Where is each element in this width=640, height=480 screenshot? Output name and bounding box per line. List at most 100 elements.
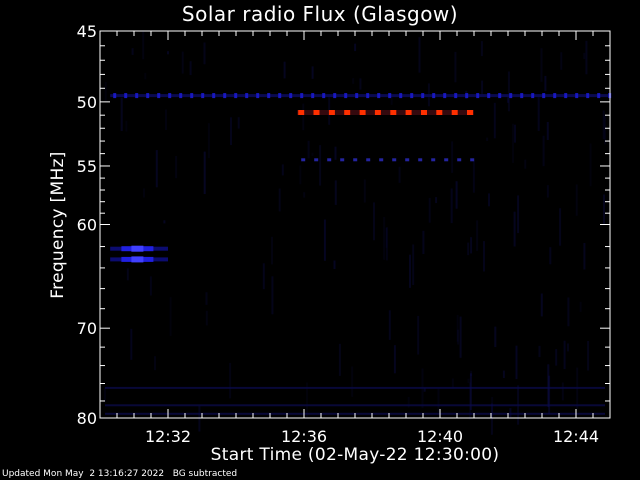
noise-streak: [561, 382, 564, 401]
noise-streak: [407, 397, 410, 408]
noise-streak: [603, 194, 605, 225]
noise-streak: [515, 345, 518, 380]
noise-streak: [549, 247, 552, 265]
noise-streak: [488, 193, 490, 207]
noise-streak: [307, 140, 310, 159]
noise-streak: [319, 145, 322, 186]
y-axis-ticks: 45 50 55 60 70 80: [77, 22, 610, 428]
emission-dot: [405, 110, 412, 115]
emission-dot: [390, 110, 397, 115]
noise-streak: [467, 378, 470, 384]
noise-streak: [167, 51, 169, 55]
noise-streak: [583, 52, 586, 59]
noise-streak: [509, 408, 512, 418]
noise-streak: [560, 52, 563, 70]
noise-streak: [546, 122, 549, 140]
background-line-dot: [575, 93, 579, 99]
background-line-dot: [465, 93, 469, 99]
noise-streak: [451, 378, 454, 389]
x-axis-ticks: 12:32 12:36 12:40 12:44: [116, 31, 599, 446]
noise-streak: [165, 109, 167, 130]
background-line-dot: [267, 93, 271, 99]
noise-streak: [459, 316, 462, 358]
background-line-dot: [586, 93, 590, 99]
noise-streak: [559, 208, 562, 246]
noise-line: [105, 404, 605, 407]
background-line-dot: [333, 93, 337, 99]
noise-streak: [283, 61, 286, 79]
noise-streak: [417, 315, 420, 355]
background-line-dot: [201, 93, 205, 99]
y-tick-label: 55: [77, 157, 97, 176]
x-tick-label: 12:44: [553, 427, 599, 446]
background-line-dot: [278, 93, 282, 99]
noise-streak: [144, 72, 147, 80]
noise-streak: [383, 217, 386, 260]
noise-streak: [352, 78, 355, 84]
weak-band-dot: [470, 158, 475, 162]
background-line-dot: [366, 93, 370, 99]
noise-streak: [181, 51, 184, 74]
noise-streak: [323, 219, 326, 261]
noise-streak: [163, 220, 166, 224]
weak-band-dot: [327, 158, 332, 162]
noise-streak: [390, 93, 393, 105]
noise-streak: [423, 387, 426, 392]
weak-band-dot: [418, 158, 423, 162]
noise-streak: [517, 195, 520, 234]
noise-streak: [354, 43, 357, 52]
background-line-dot: [553, 93, 557, 99]
noise-streak: [455, 181, 458, 209]
weak-band-dot: [379, 158, 384, 162]
noise-streak: [154, 356, 156, 371]
noise-streak: [472, 160, 475, 193]
weak-band-dot: [366, 158, 371, 162]
background-line-dot: [113, 93, 117, 99]
emission-dot: [359, 110, 366, 115]
noise-streak: [575, 184, 578, 216]
noise-streak: [470, 370, 473, 376]
emission-dot: [298, 110, 305, 115]
weak-band-dot: [301, 158, 306, 162]
noise-streak: [388, 310, 391, 340]
emission-dot: [374, 110, 381, 115]
noise-streak: [299, 165, 302, 185]
background-line-dot: [498, 93, 502, 99]
strong-emission-band-halo: [297, 110, 474, 115]
noise-streak: [437, 388, 440, 413]
emission-dot: [421, 110, 427, 115]
noise-streak: [547, 364, 550, 407]
noise-streak: [104, 387, 106, 402]
noise-streak: [237, 117, 240, 129]
x-tick-label: 12:36: [281, 427, 327, 446]
y-tick-label: 70: [77, 319, 97, 338]
noise-streak: [203, 42, 206, 65]
noise-streak: [393, 345, 396, 374]
noise-streak: [271, 236, 273, 265]
emission-dot: [467, 110, 473, 115]
noise-streak: [470, 237, 473, 254]
burst-upper-peak: [131, 245, 144, 252]
background-line-dot: [223, 93, 227, 99]
y-tick-label: 45: [77, 22, 97, 41]
noise-streak: [589, 143, 592, 187]
noise-streak: [524, 159, 527, 169]
background-line-dot: [520, 93, 524, 99]
weak-band-dot: [405, 158, 410, 162]
noise-streak: [555, 349, 558, 366]
noise-streak: [490, 403, 493, 435]
noise-streak: [334, 180, 337, 205]
background-line-dot: [322, 93, 326, 99]
noise-streak: [311, 66, 314, 79]
noise-streak: [450, 188, 453, 224]
background-line-dot: [487, 93, 491, 99]
noise-streak: [142, 31, 145, 60]
noise-streak: [271, 276, 274, 315]
weak-band-dot: [340, 158, 345, 162]
noise-streak: [435, 197, 438, 204]
noise-streak: [457, 329, 460, 345]
noise-streak: [203, 151, 206, 194]
noise-streak: [205, 292, 208, 305]
background-line-dot: [234, 93, 238, 99]
